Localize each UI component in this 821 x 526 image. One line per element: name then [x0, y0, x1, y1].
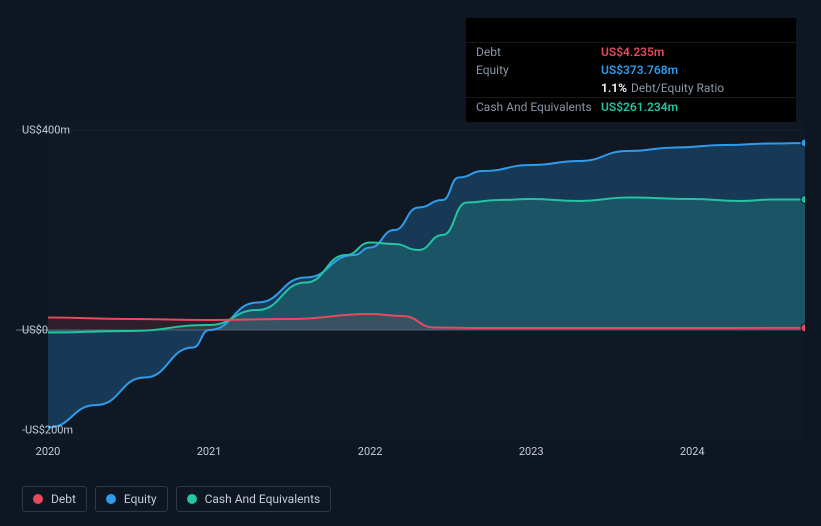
legend-label: Cash And Equivalents	[205, 492, 321, 506]
tooltip-value: US$373.768m	[601, 63, 678, 77]
legend-dot-icon	[33, 494, 43, 504]
tooltip-rows: DebtUS$4.235mEquityUS$373.768m1.1%Debt/E…	[466, 42, 796, 116]
y-axis-label: -US$200m	[22, 424, 73, 437]
chart-tooltip: Jun 30 2024 DebtUS$4.235mEquityUS$373.76…	[466, 18, 796, 122]
tooltip-label: Equity	[476, 63, 601, 77]
tooltip-value: US$261.234m	[601, 100, 678, 114]
tooltip-row: 1.1% Debt/Equity Ratio	[466, 79, 796, 97]
financials-area-chart[interactable]: US$400m US$0 -US$200m 2020 2021 2022 2023 2024	[16, 120, 805, 460]
tooltip-note: Debt/Equity Ratio	[631, 81, 724, 95]
legend-item[interactable]: Equity	[95, 486, 168, 512]
tooltip-row: DebtUS$4.235m	[466, 42, 796, 61]
chart-legend: Debt Equity Cash And Equivalents	[22, 486, 331, 512]
tooltip-value: US$4.235m	[601, 45, 664, 59]
x-axis-label: 2021	[197, 445, 222, 458]
x-axis-label: 2020	[36, 445, 61, 458]
y-axis-label: US$400m	[22, 124, 70, 137]
y-axis-label: US$0	[22, 324, 48, 337]
x-axis-label: 2022	[358, 445, 383, 458]
legend-label: Equity	[124, 492, 157, 506]
x-axis-label: 2024	[680, 445, 705, 458]
tooltip-date: Jun 30 2024	[466, 24, 796, 42]
legend-label: Debt	[51, 492, 76, 506]
x-axis-label: 2023	[519, 445, 544, 458]
chart-svg	[16, 120, 805, 460]
tooltip-label	[476, 81, 601, 95]
tooltip-row: EquityUS$373.768m	[466, 61, 796, 79]
tooltip-label: Cash And Equivalents	[476, 100, 601, 114]
legend-dot-icon	[106, 494, 116, 504]
tooltip-row: Cash And EquivalentsUS$261.234m	[466, 97, 796, 116]
legend-item[interactable]: Cash And Equivalents	[176, 486, 332, 512]
legend-item[interactable]: Debt	[22, 486, 87, 512]
tooltip-label: Debt	[476, 45, 601, 59]
tooltip-value: 1.1%	[601, 81, 627, 95]
legend-dot-icon	[187, 494, 197, 504]
